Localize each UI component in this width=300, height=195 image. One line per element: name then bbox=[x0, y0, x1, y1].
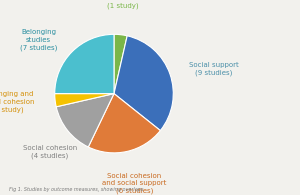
Text: Belonging and
social cohesion
(1 study): Belonging and social cohesion (1 study) bbox=[0, 91, 34, 113]
Wedge shape bbox=[88, 94, 160, 153]
Text: Social support
(9 studies): Social support (9 studies) bbox=[189, 62, 238, 75]
Wedge shape bbox=[114, 36, 173, 131]
Text: Social cohesion
(4 studies): Social cohesion (4 studies) bbox=[23, 145, 77, 159]
Wedge shape bbox=[55, 94, 114, 107]
Text: Belonging
studies
(7 studies): Belonging studies (7 studies) bbox=[20, 29, 57, 51]
Wedge shape bbox=[55, 34, 114, 94]
Wedge shape bbox=[114, 34, 127, 94]
Text: Social cohesion
and social support
(6 studies): Social cohesion and social support (6 st… bbox=[102, 173, 166, 194]
Text: Fig 1. Studies by outcome measures, showing overlaps: Fig 1. Studies by outcome measures, show… bbox=[9, 187, 143, 192]
Wedge shape bbox=[56, 94, 114, 147]
Text: All three outcomes
(1 study): All three outcomes (1 study) bbox=[90, 0, 156, 9]
